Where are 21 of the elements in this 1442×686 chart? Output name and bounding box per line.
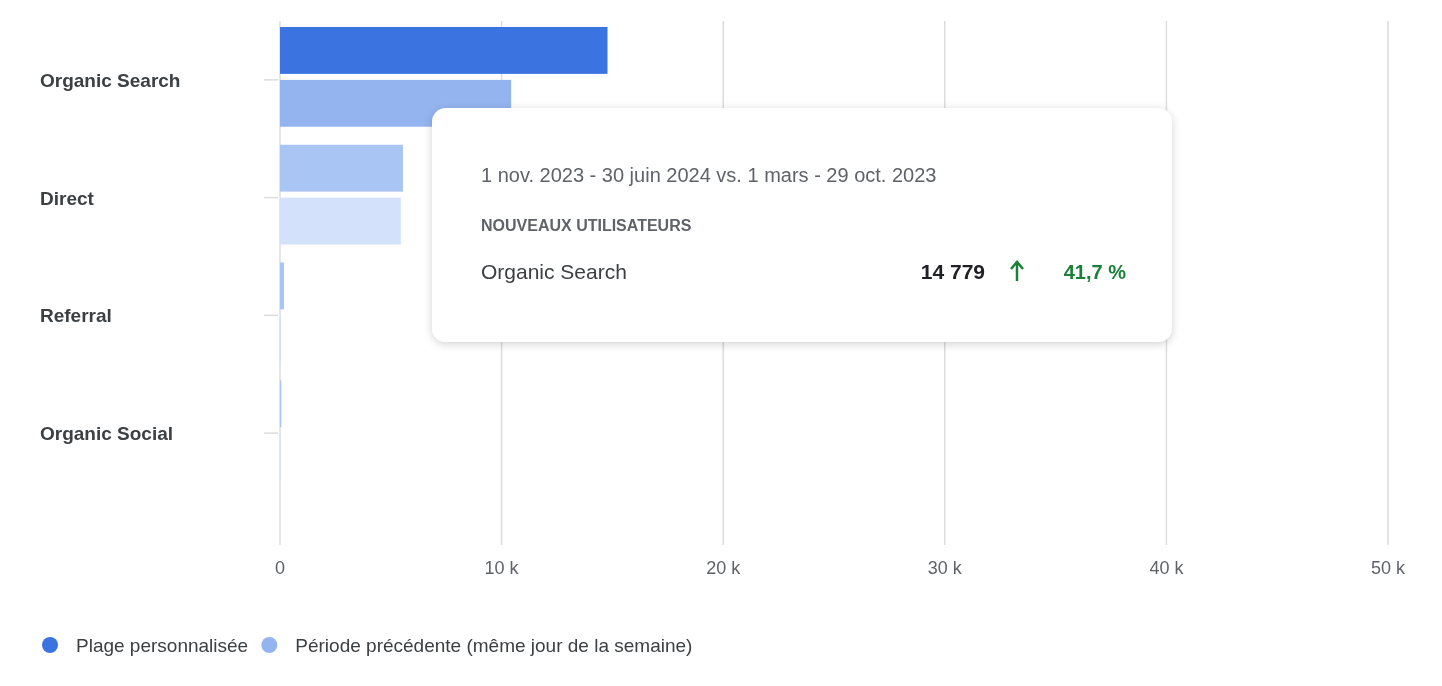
- y-tick-label: Direct: [40, 187, 95, 209]
- annotation: NOUVEAUX UTILISATEURS: [481, 217, 692, 234]
- y-tick-label: Organic Search: [40, 69, 181, 91]
- x-tick-label: 10 k: [484, 558, 520, 578]
- x-tick-label: 0: [274, 558, 286, 578]
- y-tick-label: Organic Social: [40, 423, 174, 445]
- x-tick-label: 40 k: [1149, 558, 1185, 578]
- annotation: 41,7 %: [1063, 261, 1127, 283]
- bar: [280, 144, 403, 192]
- annotation: 1 nov. 2023 - 30 juin 2024 vs. 1 mars - 29 oct. 2023: [481, 164, 937, 186]
- x-tick-label: 30 k: [927, 558, 963, 578]
- legend-label: Plage personnalisée: [76, 635, 249, 656]
- legend-label: Période précédente (même jour de la semaine): [295, 635, 693, 656]
- x-tick-label: 20 k: [706, 558, 742, 578]
- bar: [280, 262, 284, 310]
- annotation: Organic Search: [481, 260, 627, 283]
- x-tick-label: 50 k: [1370, 558, 1407, 578]
- y-tick-label: Referral: [40, 305, 112, 327]
- bar: [280, 27, 608, 74]
- bar: [280, 197, 401, 245]
- annotation: 14 779: [920, 260, 985, 283]
